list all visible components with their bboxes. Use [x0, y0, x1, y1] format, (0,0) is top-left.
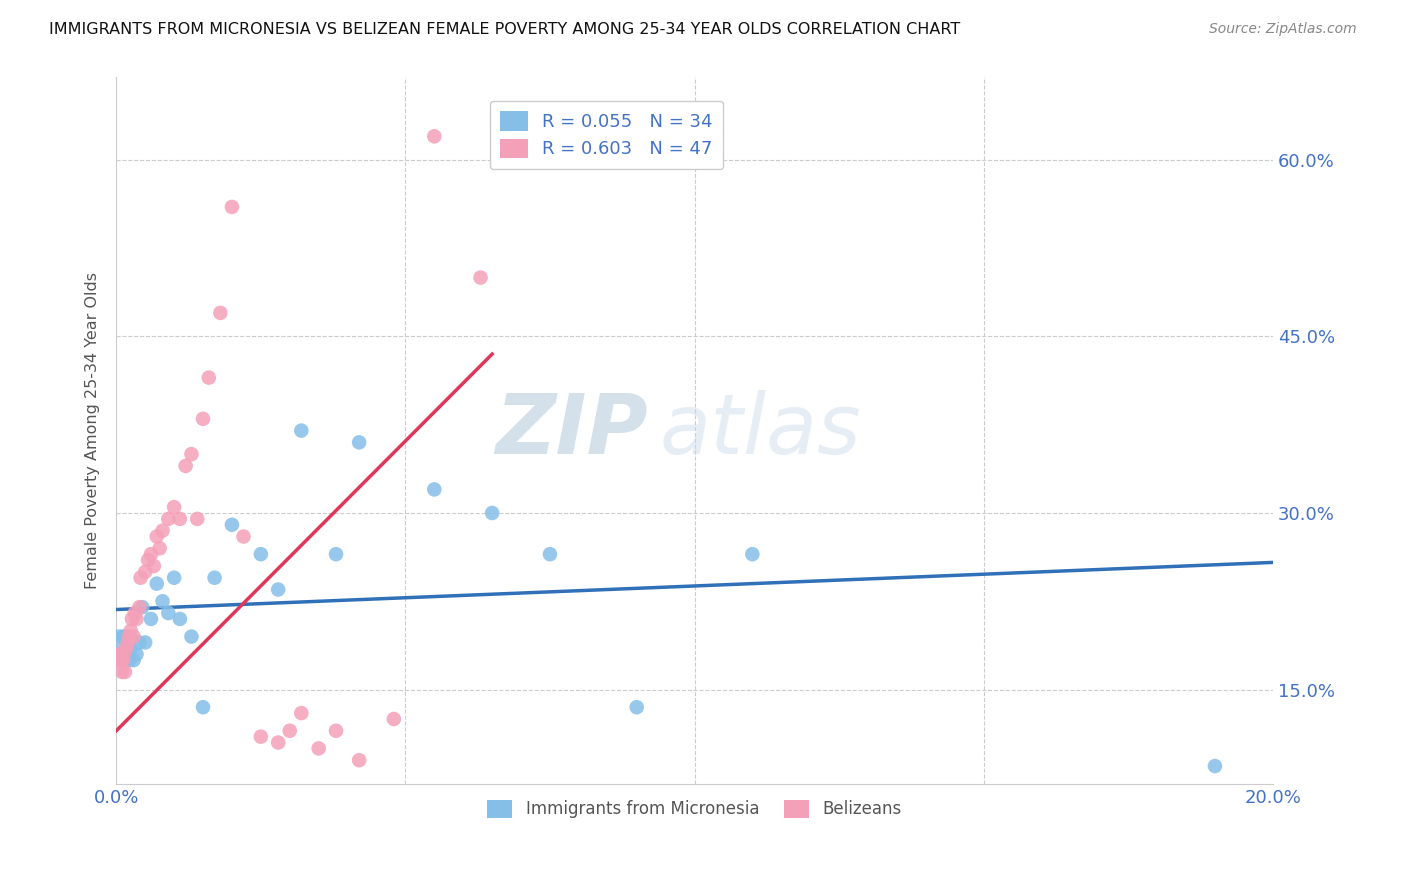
Point — [626, 700, 648, 714]
Point — [347, 753, 370, 767]
Point — [325, 547, 347, 561]
Point — [110, 647, 132, 661]
Point — [741, 547, 763, 561]
Point — [325, 723, 347, 738]
Point — [169, 512, 191, 526]
Point — [112, 647, 135, 661]
Point — [112, 630, 135, 644]
Point — [125, 647, 148, 661]
Point — [382, 712, 405, 726]
Point — [142, 558, 165, 573]
Point — [107, 653, 129, 667]
Point — [108, 647, 131, 661]
Point — [169, 612, 191, 626]
Point — [191, 700, 214, 714]
Point — [122, 653, 145, 667]
Point — [110, 653, 132, 667]
Point — [128, 635, 150, 649]
Point — [221, 200, 243, 214]
Point — [209, 306, 232, 320]
Point — [112, 653, 135, 667]
Point — [145, 529, 167, 543]
Point — [118, 653, 141, 667]
Point — [180, 447, 202, 461]
Text: IMMIGRANTS FROM MICRONESIA VS BELIZEAN FEMALE POVERTY AMONG 25-34 YEAR OLDS CORR: IMMIGRANTS FROM MICRONESIA VS BELIZEAN F… — [49, 22, 960, 37]
Point — [108, 653, 131, 667]
Point — [152, 524, 174, 538]
Point — [122, 630, 145, 644]
Point — [139, 547, 162, 561]
Point — [290, 706, 312, 720]
Point — [110, 653, 132, 667]
Point — [139, 612, 162, 626]
Point — [124, 606, 146, 620]
Point — [481, 506, 503, 520]
Point — [115, 641, 138, 656]
Point — [152, 594, 174, 608]
Point — [120, 624, 142, 638]
Point — [290, 424, 312, 438]
Point — [120, 641, 142, 656]
Point — [1204, 759, 1226, 773]
Point — [180, 630, 202, 644]
Point — [108, 630, 131, 644]
Point — [117, 635, 139, 649]
Point — [111, 665, 134, 679]
Point — [204, 571, 226, 585]
Text: ZIP: ZIP — [496, 390, 648, 471]
Point — [131, 600, 153, 615]
Point — [250, 730, 273, 744]
Point — [136, 553, 159, 567]
Point — [145, 576, 167, 591]
Point — [117, 635, 139, 649]
Point — [423, 129, 446, 144]
Point — [538, 547, 561, 561]
Point — [125, 612, 148, 626]
Point — [129, 571, 152, 585]
Y-axis label: Female Poverty Among 25-34 Year Olds: Female Poverty Among 25-34 Year Olds — [86, 272, 100, 589]
Text: Source: ZipAtlas.com: Source: ZipAtlas.com — [1209, 22, 1357, 37]
Point — [232, 529, 254, 543]
Point — [250, 547, 273, 561]
Point — [149, 541, 172, 556]
Point — [134, 565, 156, 579]
Point — [157, 606, 180, 620]
Legend: Immigrants from Micronesia, Belizeans: Immigrants from Micronesia, Belizeans — [481, 793, 908, 825]
Point — [118, 630, 141, 644]
Point — [221, 517, 243, 532]
Point — [114, 665, 136, 679]
Point — [111, 641, 134, 656]
Point — [157, 512, 180, 526]
Point — [267, 735, 290, 749]
Point — [347, 435, 370, 450]
Point — [198, 370, 221, 384]
Text: atlas: atlas — [659, 390, 862, 471]
Point — [163, 500, 186, 515]
Point — [186, 512, 208, 526]
Point — [423, 483, 446, 497]
Point — [191, 412, 214, 426]
Point — [128, 600, 150, 615]
Point — [470, 270, 492, 285]
Point — [174, 458, 197, 473]
Point — [134, 635, 156, 649]
Point — [278, 723, 301, 738]
Point — [114, 630, 136, 644]
Point — [121, 612, 143, 626]
Point — [163, 571, 186, 585]
Point — [267, 582, 290, 597]
Point — [308, 741, 330, 756]
